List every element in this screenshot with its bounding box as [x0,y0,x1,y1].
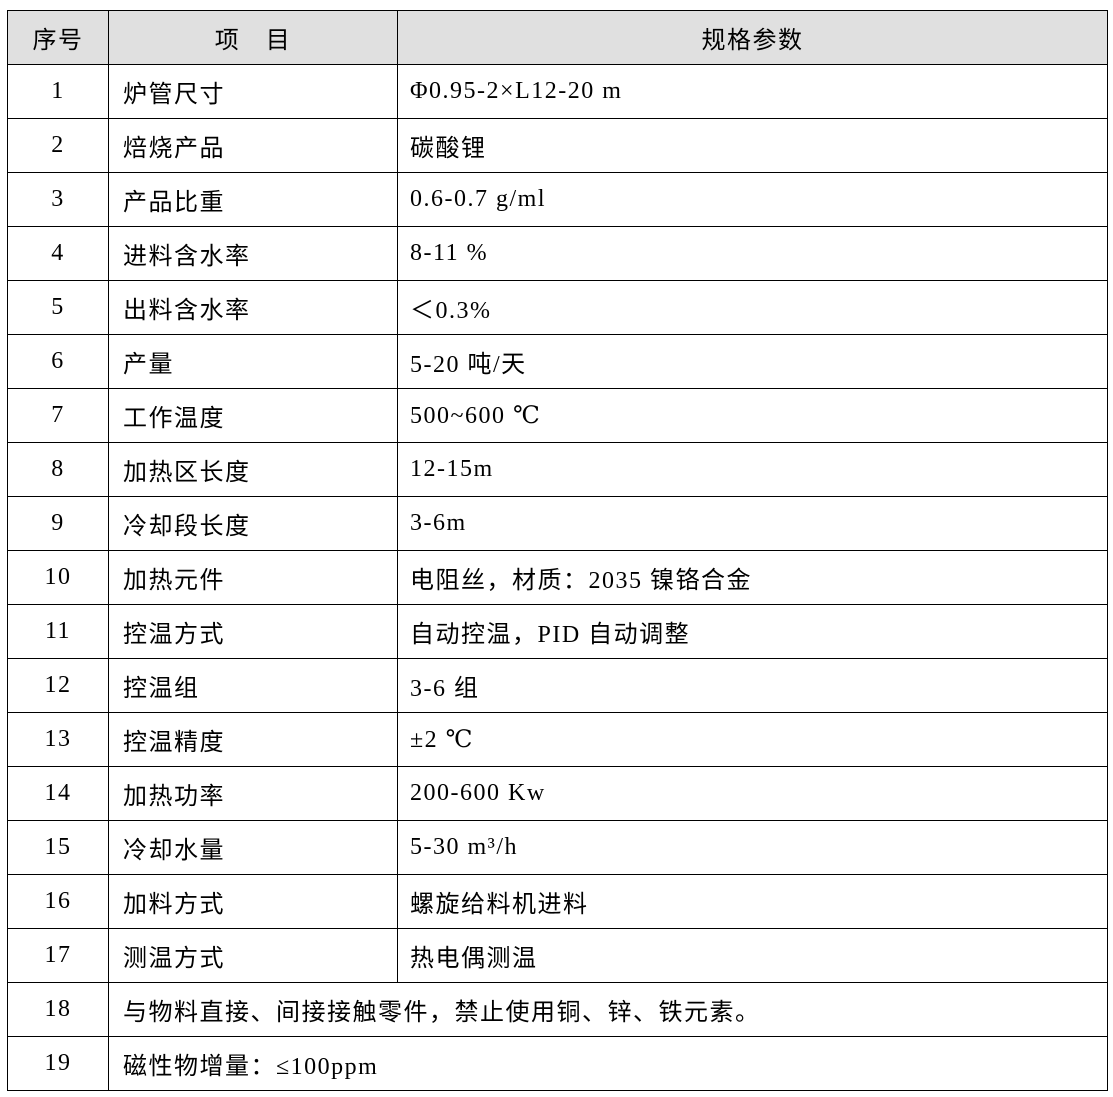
row-number: 17 [7,928,109,983]
row-spec: 碳酸锂 [397,118,1108,173]
row-number: 11 [7,604,109,659]
row-spec: 螺旋给料机进料 [397,874,1108,929]
row-item: 焙烧产品 [108,118,398,173]
row-spec: 自动控温，PID 自动调整 [397,604,1108,659]
row-spec: 500~600 ℃ [397,388,1108,443]
table-row: 10 加热元件 电阻丝，材质：2035 镍铬合金 [7,550,1108,605]
table-row: 11 控温方式 自动控温，PID 自动调整 [7,604,1108,659]
row-item: 加热区长度 [108,442,398,497]
row-number: 5 [7,280,109,335]
row-spec: 5-20 吨/天 [397,334,1108,389]
row-item: 控温方式 [108,604,398,659]
row-item: 产品比重 [108,172,398,227]
row-spec: 12-15m [397,442,1108,497]
row-spec: Φ0.95-2×L12-20 m [397,64,1108,119]
row-merged-text: 磁性物增量：≤100ppm [108,1036,1108,1091]
table-header-row: 序号 项 目 规格参数 [7,10,1108,65]
row-number: 10 [7,550,109,605]
row-spec: ＜0.3% [397,280,1108,335]
row-spec: 8-11 % [397,226,1108,281]
row-spec: ±2 ℃ [397,712,1108,767]
row-item: 加热功率 [108,766,398,821]
row-number: 3 [7,172,109,227]
table-row: 6 产量 5-20 吨/天 [7,334,1108,389]
row-number: 2 [7,118,109,173]
row-item: 冷却段长度 [108,496,398,551]
row-number: 8 [7,442,109,497]
row-spec: 电阻丝，材质：2035 镍铬合金 [397,550,1108,605]
row-number: 14 [7,766,109,821]
row-item: 炉管尺寸 [108,64,398,119]
row-item: 加料方式 [108,874,398,929]
row-item: 冷却水量 [108,820,398,875]
row-spec: 200-600 Kw [397,766,1108,821]
header-item: 项 目 [108,10,398,65]
row-number: 13 [7,712,109,767]
row-item: 控温组 [108,658,398,713]
table-row: 12 控温组 3-6 组 [7,658,1108,713]
row-spec: 3-6 组 [397,658,1108,713]
row-item: 测温方式 [108,928,398,983]
row-item: 产量 [108,334,398,389]
row-item: 出料含水率 [108,280,398,335]
table-row: 7 工作温度 500~600 ℃ [7,388,1108,443]
row-spec: 热电偶测温 [397,928,1108,983]
row-number: 12 [7,658,109,713]
table-row: 4 进料含水率 8-11 % [7,226,1108,281]
table-row: 13 控温精度 ±2 ℃ [7,712,1108,767]
row-item: 加热元件 [108,550,398,605]
table-row: 19 磁性物增量：≤100ppm [7,1036,1108,1091]
header-index: 序号 [7,10,109,65]
row-number: 1 [7,64,109,119]
table-row: 8 加热区长度 12-15m [7,442,1108,497]
table-row: 14 加热功率 200-600 Kw [7,766,1108,821]
table-row: 16 加料方式 螺旋给料机进料 [7,874,1108,929]
table-row: 1 炉管尺寸 Φ0.95-2×L12-20 m [7,64,1108,119]
row-number: 19 [7,1036,109,1091]
row-number: 16 [7,874,109,929]
row-number: 18 [7,982,109,1037]
row-number: 9 [7,496,109,551]
table-row: 9 冷却段长度 3-6m [7,496,1108,551]
header-spec: 规格参数 [397,10,1108,65]
row-number: 4 [7,226,109,281]
table-row: 18 与物料直接、间接接触零件，禁止使用铜、锌、铁元素。 [7,982,1108,1037]
row-spec: 0.6-0.7 g/ml [397,172,1108,227]
row-item: 进料含水率 [108,226,398,281]
row-number: 6 [7,334,109,389]
row-spec: 5-30 m³/h [397,820,1108,875]
row-merged-text: 与物料直接、间接接触零件，禁止使用铜、锌、铁元素。 [108,982,1108,1037]
row-number: 7 [7,388,109,443]
row-number: 15 [7,820,109,875]
table-row: 17 测温方式 热电偶测温 [7,928,1108,983]
table-row: 5 出料含水率 ＜0.3% [7,280,1108,335]
table-row: 15 冷却水量 5-30 m³/h [7,820,1108,875]
row-item: 控温精度 [108,712,398,767]
table-row: 3 产品比重 0.6-0.7 g/ml [7,172,1108,227]
table-row: 2 焙烧产品 碳酸锂 [7,118,1108,173]
row-spec: 3-6m [397,496,1108,551]
spec-table: 序号 项 目 规格参数 1 炉管尺寸 Φ0.95-2×L12-20 m 2 焙烧产品 碳酸… [7,10,1108,1091]
row-item: 工作温度 [108,388,398,443]
